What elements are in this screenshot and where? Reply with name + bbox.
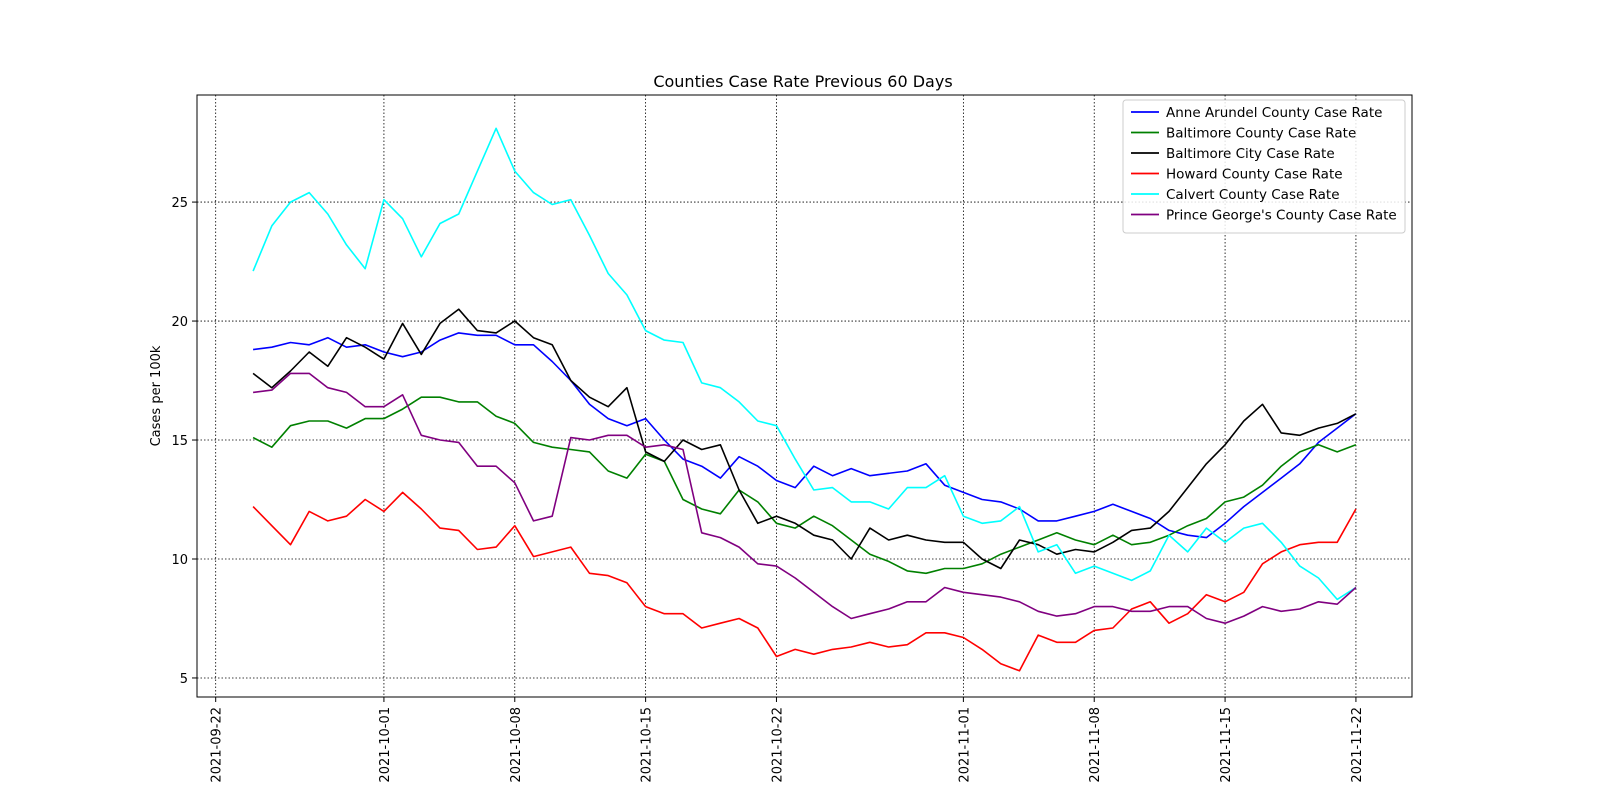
y-tick-label: 25 <box>171 196 188 211</box>
series-line-0 <box>252 332 1357 539</box>
x-axis: 2021-09-22 2021-10-01 2021-10-08 2021-10-15… <box>210 697 1365 783</box>
legend-entry: Baltimore City Case Rate <box>1166 146 1335 162</box>
x-tick-label: 2021-10-01 <box>378 707 393 783</box>
y-axis-label: Cases per 100k <box>149 345 164 446</box>
legend-entry: Prince George's County Case Rate <box>1166 208 1397 224</box>
chart-title: Counties Case Rate Previous 60 Days <box>653 72 952 91</box>
y-tick-label: 5 <box>180 672 188 687</box>
legend-entry: Anne Arundel County Case Rate <box>1166 105 1382 121</box>
plot-frame <box>196 94 1413 698</box>
legend-entry: Calvert County Case Rate <box>1166 187 1340 203</box>
x-tick-label: 2021-10-22 <box>770 707 785 783</box>
y-axis: 5 10 15 20 25 <box>171 196 197 687</box>
grid <box>197 95 1412 697</box>
y-tick-label: 10 <box>171 553 188 568</box>
x-tick-label: 2021-10-08 <box>509 707 524 783</box>
x-tick-label: 2021-11-08 <box>1088 707 1103 783</box>
series-line-3 <box>252 491 1357 672</box>
series-line-4 <box>252 127 1357 601</box>
series-line-1 <box>252 396 1357 575</box>
series-line-2 <box>252 308 1357 570</box>
legend: Anne Arundel County Case Rate Baltimore C… <box>1122 99 1406 234</box>
y-tick-label: 15 <box>171 434 188 449</box>
x-tick-label: 2021-11-01 <box>957 707 972 783</box>
x-tick-label: 2021-11-22 <box>1350 707 1365 783</box>
series-line-5 <box>253 372 1357 625</box>
series-layer <box>252 127 1357 672</box>
x-tick-label: 2021-09-22 <box>210 707 225 783</box>
x-tick-label: 2021-10-15 <box>640 707 655 783</box>
y-tick-label: 20 <box>171 315 188 330</box>
legend-entry: Baltimore County Case Rate <box>1166 126 1356 142</box>
legend-entry: Howard County Case Rate <box>1166 167 1343 183</box>
x-tick-label: 2021-11-15 <box>1219 707 1234 783</box>
legend-box <box>1122 99 1406 234</box>
